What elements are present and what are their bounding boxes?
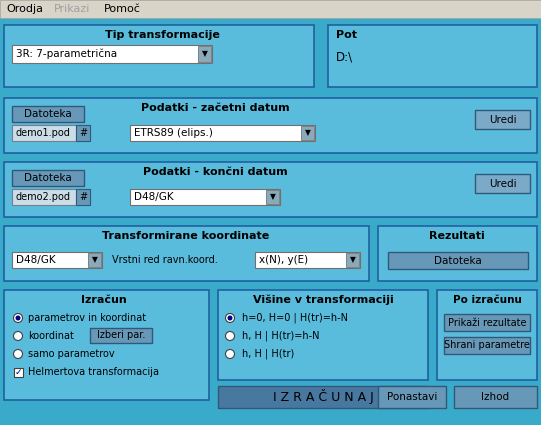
Text: D48/GK: D48/GK (134, 192, 174, 202)
Text: Datoteka: Datoteka (24, 109, 72, 119)
Bar (346, 253, 359, 267)
Bar (475, 110, 530, 129)
Text: Po izračunu: Po izračunu (453, 295, 522, 305)
Text: ▼: ▼ (92, 255, 98, 264)
Bar (444, 314, 530, 331)
Text: 3R: 7-parametrična: 3R: 7-parametrična (16, 49, 117, 59)
Text: D48/GK: D48/GK (16, 255, 56, 265)
Bar (12, 45, 212, 63)
Bar (454, 386, 537, 408)
Bar (255, 252, 360, 268)
Text: x(N), y(E): x(N), y(E) (259, 255, 308, 265)
Text: I Z R A Č U N A J: I Z R A Č U N A J (273, 389, 373, 405)
Text: D:\: D:\ (336, 51, 353, 63)
Text: samo parametrov: samo parametrov (28, 349, 115, 359)
Circle shape (14, 349, 23, 359)
Bar (12, 106, 84, 122)
Text: Pot: Pot (336, 30, 357, 40)
Text: Prikaži rezultate: Prikaži rezultate (448, 317, 526, 328)
Text: Prikazi: Prikazi (54, 4, 90, 14)
Bar (12, 189, 76, 205)
Circle shape (226, 332, 234, 340)
Bar (12, 125, 76, 141)
Bar (76, 125, 90, 141)
Text: demo2.pod: demo2.pod (15, 192, 70, 202)
Bar (475, 174, 530, 193)
Bar (130, 189, 280, 205)
Text: Uredi: Uredi (489, 178, 516, 189)
Text: Pomoč: Pomoč (104, 4, 141, 14)
Circle shape (14, 332, 23, 340)
Bar (14, 368, 23, 377)
Bar (130, 125, 315, 141)
Bar (444, 337, 530, 354)
Text: ▼: ▼ (305, 128, 311, 138)
Text: ▼: ▼ (202, 49, 208, 59)
Text: Transformirane koordinate: Transformirane koordinate (102, 231, 269, 241)
Text: Podatki - začetni datum: Podatki - začetni datum (141, 103, 289, 113)
Text: ✓: ✓ (15, 368, 22, 377)
Text: ETRS89 (elips.): ETRS89 (elips.) (134, 128, 213, 138)
Circle shape (228, 315, 233, 320)
Bar (4, 290, 209, 400)
Bar (218, 386, 428, 408)
Text: Orodja: Orodja (6, 4, 43, 14)
Text: Izračun: Izračun (81, 295, 127, 305)
Bar (378, 386, 446, 408)
Text: #: # (79, 128, 87, 138)
Text: h=0, H=0 | H(tr)=h-N: h=0, H=0 | H(tr)=h-N (242, 313, 348, 323)
Text: Podatki - končni datum: Podatki - končni datum (143, 167, 287, 177)
Text: Shrani parametre: Shrani parametre (444, 340, 530, 351)
Text: Vrstni red ravn.koord.: Vrstni red ravn.koord. (112, 255, 217, 265)
Text: parametrov in koordinat: parametrov in koordinat (28, 313, 146, 323)
Text: Ponastavi: Ponastavi (387, 392, 437, 402)
Circle shape (14, 314, 23, 323)
Text: Višine v transformaciji: Višine v transformaciji (253, 295, 393, 305)
Bar (378, 226, 537, 281)
Text: Datoteka: Datoteka (24, 173, 72, 183)
Bar (88, 253, 101, 267)
Bar (218, 290, 428, 380)
Bar (437, 290, 537, 380)
Bar (90, 328, 152, 343)
Bar (0, 0, 541, 18)
Bar (76, 189, 90, 205)
Bar (12, 252, 102, 268)
Circle shape (16, 315, 21, 320)
Bar (388, 252, 528, 269)
Bar (328, 25, 537, 87)
Circle shape (226, 349, 234, 359)
Bar (4, 98, 537, 153)
Bar (198, 46, 211, 62)
Bar (4, 162, 537, 217)
Text: demo1.pod: demo1.pod (15, 128, 70, 138)
Bar (266, 190, 279, 204)
Text: h, H | H(tr): h, H | H(tr) (242, 349, 294, 359)
Text: h, H | H(tr)=h-N: h, H | H(tr)=h-N (242, 331, 320, 341)
Bar (4, 25, 314, 87)
Text: ▼: ▼ (350, 255, 356, 264)
Text: Izhod: Izhod (481, 392, 510, 402)
Bar (4, 226, 369, 281)
Text: ▼: ▼ (270, 193, 276, 201)
Text: koordinat: koordinat (28, 331, 74, 341)
Text: Izberi par.: Izberi par. (97, 331, 145, 340)
Text: Tip transformacije: Tip transformacije (104, 30, 220, 40)
Text: #: # (79, 192, 87, 202)
Text: Datoteka: Datoteka (434, 255, 482, 266)
Circle shape (226, 314, 234, 323)
Bar (12, 170, 84, 186)
Bar (301, 126, 314, 140)
Text: Helmertova transformacija: Helmertova transformacija (28, 367, 159, 377)
Text: Uredi: Uredi (489, 114, 516, 125)
Text: Rezultati: Rezultati (429, 231, 485, 241)
